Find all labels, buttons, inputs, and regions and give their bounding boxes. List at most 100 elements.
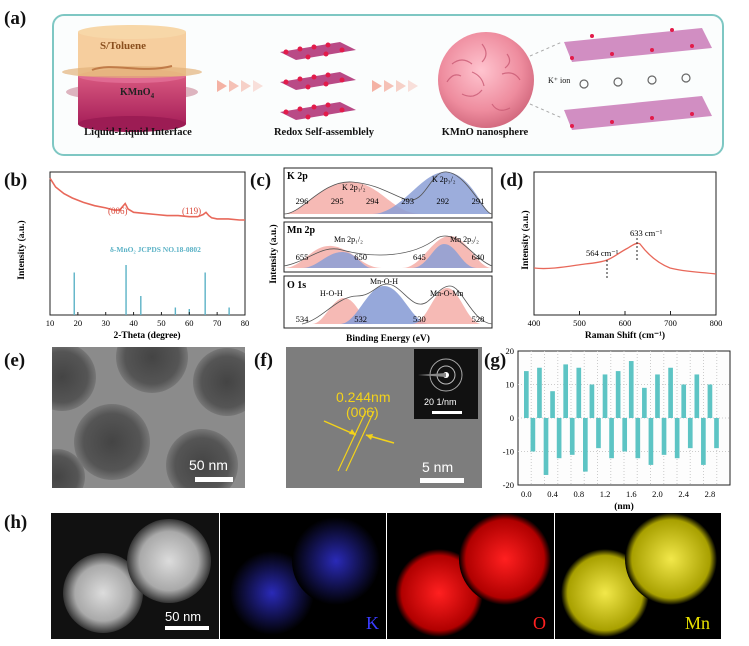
c-k-tick-label: 292 [436,196,449,206]
c-o-tick-label: 528 [472,314,485,324]
panel-label-d: (d) [500,170,524,191]
c-mn-title: Mn 2p [287,225,316,236]
b-xtick-label: 80 [241,318,250,328]
h-scale-bar [165,626,209,630]
h-scale-label: 50 nm [165,609,202,624]
saed-inset: 20 1/nm [414,349,478,419]
panel-f-hrtem-image: 20 1/nm 0.244nm (006) 5 nm [286,347,482,488]
diffraction-pattern-icon [418,358,463,392]
g-xtick-label: 1.6 [626,489,637,499]
kmno4-main: KMnO [120,87,151,98]
g-xtick-label: 2.4 [678,489,689,499]
c-k-tick-label: 295 [331,196,344,206]
g-ytick-label: 10 [506,380,515,390]
panel-d-chart: Intensity (a.u.) 564 cm⁻¹ 633 cm⁻¹ 400 50… [520,171,723,340]
panel-label-c: (c) [250,170,272,191]
panel-label-b: (b) [4,170,28,191]
c-mn-tick-label: 645 [413,252,426,262]
c-mn-ticks: 655 650 645 640 [296,252,485,262]
g-xtick-label: 0.8 [573,489,584,499]
c-k-tick-label: 294 [366,196,380,206]
caption-redox: Redox Self-assemblely [273,127,375,138]
panel-label-g: (g) [484,350,507,371]
c-o-tick-label: 530 [413,314,426,324]
c-xlabel: Binding Energy (eV) [346,333,430,344]
c-o-title: O 1s [287,280,306,291]
panel-c-chart: Intensity (a.u.) K 2p K 2p₁/₂ K 2p₃/₂ 29… [268,167,493,344]
c-k-tick-label: 293 [401,196,414,206]
g-ytick-label: -20 [503,480,514,490]
b-xtick-label: 50 [157,318,166,328]
d-ylabel: Intensity (a.u.) [520,210,531,269]
g-bar [714,418,719,449]
b-xtick-label: 20 [74,318,83,328]
g-bar [543,418,549,475]
c-o-peak2: Mn-O-H [370,277,398,286]
d-xticks: 400 500 600 700 800 [528,311,723,328]
panel-h-haadf: 50 nm [51,513,219,639]
g-bar [687,418,693,449]
g-bar [537,367,542,418]
c-k-peak1: K 2p₁/₂ [342,183,366,192]
panel-h-mn-map: Mn [555,513,721,639]
g-bar [701,418,706,465]
b-peak2-label: (119) [182,206,201,216]
g-bar [681,384,687,418]
arrow-icon-1 [217,80,263,92]
g-bar [563,364,569,418]
c-k-tick-label: 291 [472,196,485,206]
e-scale-label: 50 nm [189,457,228,473]
g-bar [628,361,634,418]
g-ytick-label: 0 [510,413,514,423]
panel-g-chart: 20 10 0 -10 -20 0.0 0.4 0.8 1.2 1.6 2.0 2.4 2.8 (nm… [503,346,731,512]
c-mn-tick-label: 655 [296,252,309,262]
e-scale-bar [195,477,233,482]
panel-label-f: (f) [254,350,273,371]
g-bar [661,418,667,455]
mn-map-icon [561,513,717,637]
g-bar [642,387,647,418]
tem-spheres-icon [52,347,245,488]
beaker-icon [62,25,202,132]
g-bar [589,384,595,418]
g-bar [615,371,621,418]
g-bar [694,374,700,418]
c-o-peak1: H-O-H [320,289,343,298]
g-xtick-label: 0.0 [521,489,532,499]
b-xtick-label: 40 [129,318,138,328]
b-xtick-label: 10 [46,318,55,328]
k-map-icon [230,517,380,635]
d-xtick-label: 800 [710,318,723,328]
d-peak2-label: 633 cm⁻¹ [630,228,663,238]
panel-h-o-map: O [387,513,554,639]
d-xtick-label: 700 [664,318,677,328]
g-bar [635,418,641,459]
panel-a-illustration [62,25,712,132]
h-k-label: K [366,613,379,633]
d-frame [533,171,717,316]
saed-scale-bar [432,411,462,414]
c-k-tick-label: 296 [296,196,309,206]
caption-interface: Liquid-Liquid Interface [84,127,192,138]
panel-label-a: (a) [4,8,27,29]
c-mn-peak1: Mn 2p₁/₂ [334,235,363,244]
b-ylabel: Intensity (a.u.) [16,220,27,279]
f-scale-bar [420,478,464,483]
c-k2p-subpanel: K 2p K 2p₁/₂ K 2p₃/₂ 296 295 294 293 292 291 [283,167,493,219]
g-xticks: 0.0 0.4 0.8 1.2 1.6 2.0 2.4 2.8 [521,489,715,499]
g-bar [602,374,608,418]
g-bar [556,418,562,459]
c-o-tick-label: 534 [296,314,310,324]
kmno4-label: KMnO4 [120,87,154,100]
panel-h-k-map: K [220,513,386,639]
g-bar [609,418,614,459]
d-xtick-label: 500 [573,318,586,328]
d-peak1-label: 564 cm⁻¹ [586,248,619,258]
b-xticks: 10 20 30 40 50 60 70 80 [46,312,250,328]
panel-e-tem-image: 50 nm [52,347,245,488]
arrow-icon-2 [372,80,418,92]
c-mn-peak2: Mn 2p₃/₂ [450,235,479,244]
g-xtick-label: 1.2 [600,489,611,499]
lattice-annotation [323,410,395,472]
g-bar [655,374,660,418]
